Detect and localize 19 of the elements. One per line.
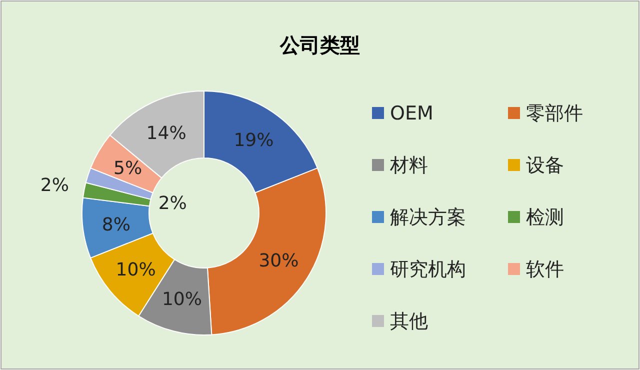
data-label: 14% [146, 123, 186, 144]
legend-label: OEM [390, 102, 434, 125]
legend-label: 零部件 [526, 102, 583, 125]
legend-label: 其他 [390, 310, 428, 333]
legend-label: 软件 [526, 258, 564, 281]
data-label: 10% [162, 289, 202, 310]
data-label: 19% [234, 130, 274, 152]
data-label: 2% [40, 174, 69, 196]
legend-label: 材料 [389, 154, 428, 177]
chart-title: 公司类型 [279, 33, 360, 57]
legend-label: 解决方案 [390, 206, 466, 229]
legend-label: 检测 [526, 206, 564, 229]
data-label: 30% [258, 250, 299, 272]
data-label: 2% [158, 193, 187, 214]
data-label: 5% [114, 158, 142, 180]
legend-label: 设备 [526, 154, 564, 177]
data-label: 10% [116, 260, 156, 281]
legend-label: 研究机构 [390, 258, 466, 281]
data-label: 8% [102, 214, 130, 236]
